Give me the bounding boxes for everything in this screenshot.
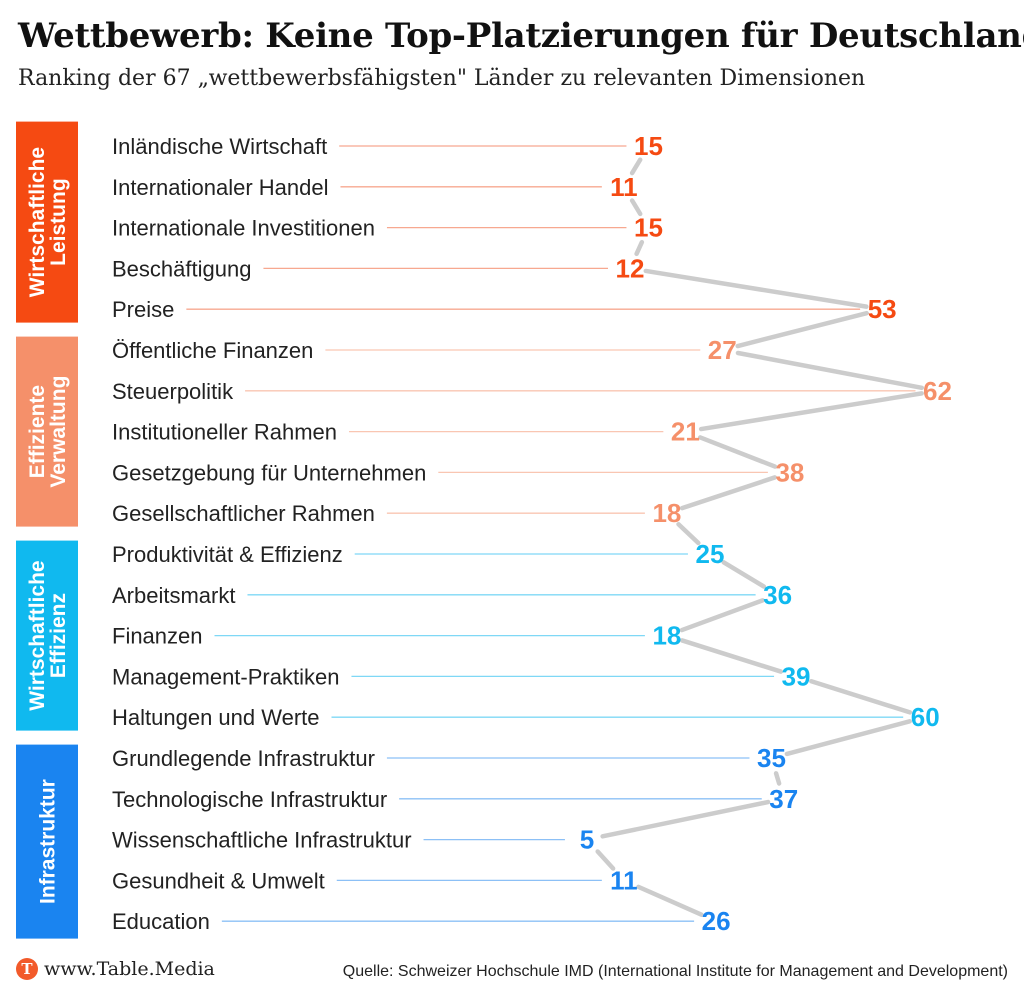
group-label-line: Effizienz [47, 593, 70, 678]
dimension-label: Grundlegende Infrastruktur [112, 746, 375, 771]
dimension-label: Preise [112, 297, 174, 322]
dimension-label: Öffentliche Finanzen [112, 338, 313, 363]
rank-value: 18 [652, 498, 681, 528]
group-label-line: Leistung [47, 178, 70, 266]
rank-value: 11 [610, 865, 638, 895]
rank-value: 15 [634, 131, 663, 161]
group-label-3: Infrastruktur [36, 779, 59, 904]
dimension-label: Haltungen und Werte [112, 705, 320, 730]
connector-segment [735, 350, 925, 391]
connector-layer [595, 157, 925, 917]
rank-value: 25 [695, 539, 724, 569]
rank-value: 15 [634, 213, 663, 243]
dimension-label: Education [112, 909, 210, 934]
dimension-label: Beschäftigung [112, 256, 251, 281]
dimension-label: Gesellschaftlicher Rahmen [112, 501, 375, 526]
dimension-labels: Inländische Wirtschaft Internationaler Ha… [112, 134, 426, 934]
dimension-label: Finanzen [112, 624, 203, 649]
table-media-logo-icon: T [16, 958, 38, 980]
rank-value: 38 [775, 457, 804, 487]
connector-segment [634, 239, 645, 257]
connector-segment [735, 310, 869, 349]
connector-segment [773, 771, 782, 786]
connector-segment [679, 638, 784, 674]
dimension-label: Internationaler Handel [112, 175, 328, 200]
rank-value: 62 [923, 376, 952, 406]
connector-segment [679, 598, 765, 633]
connector-segment [721, 560, 767, 589]
rank-value: 36 [763, 580, 792, 610]
brand-logo[interactable]: T www.Table.Media [16, 958, 215, 980]
group-label-line: Verwaltung [47, 376, 70, 488]
group-label-line: Wirtschaftliche [26, 560, 49, 710]
connector-segment [679, 475, 777, 511]
dimension-label: Wissenschaftliche Infrastruktur [112, 828, 412, 853]
connector-segment [698, 391, 924, 432]
connector-segment [676, 521, 701, 546]
group-band-3 [16, 744, 78, 939]
connector-segment [629, 157, 643, 176]
leader-lines [186, 145, 916, 922]
dimension-label: Institutioneller Rahmen [112, 420, 337, 445]
group-label-1: EffizienteVerwaltung [26, 376, 70, 488]
group-label-2: WirtschaftlicheEffizienz [26, 560, 70, 710]
rank-value: 12 [616, 253, 645, 283]
rank-value: 53 [868, 294, 897, 324]
rank-value: 60 [911, 702, 940, 732]
group-label-line: Infrastruktur [36, 779, 59, 904]
chart-title: Wettbewerb: Keine Top-Platzierungen für … [18, 16, 1024, 56]
group-label-line: Wirtschaftliche [26, 147, 49, 297]
brand-url[interactable]: www.Table.Media [44, 958, 215, 980]
rank-values: 15 11 15 12 53 27 62 21 38 18 25 36 18 39 60 35 37 5 11 26 [580, 131, 952, 936]
rank-value: 5 [580, 825, 594, 855]
rank-value: 39 [782, 661, 811, 691]
dimension-label: Inländische Wirtschaft [112, 134, 327, 159]
dimension-label: Steuerpolitik [112, 379, 234, 404]
dimension-label: Technologische Infrastruktur [112, 787, 387, 812]
dimension-label: Internationale Investitionen [112, 216, 375, 241]
rank-value: 18 [652, 621, 681, 651]
group-bands: WirtschaftlicheLeistungEffizienteVerwalt… [16, 121, 78, 939]
connector-segment [643, 268, 869, 309]
group-band-2 [16, 540, 78, 731]
connector-segment [600, 799, 771, 839]
connector-segment [809, 678, 913, 715]
group-label-line: Effiziente [26, 385, 49, 478]
group-band-0 [16, 121, 78, 323]
connector-segment [784, 719, 912, 757]
connector-segment [698, 435, 778, 469]
dimension-label: Arbeitsmarkt [112, 583, 235, 608]
group-label-0: WirtschaftlicheLeistung [26, 147, 70, 297]
source-note: Quelle: Schweizer Hochschule IMD (Intern… [342, 963, 1008, 980]
rank-value: 27 [708, 335, 737, 365]
rank-value: 21 [671, 417, 700, 447]
rank-value: 26 [702, 906, 731, 936]
connector-segment [629, 198, 643, 217]
rank-value: 35 [757, 743, 786, 773]
connector-segment [595, 849, 616, 871]
chart-subtitle: Ranking der 67 „wettbewerbsfähigsten" Lä… [18, 66, 866, 91]
group-band-1 [16, 336, 78, 527]
rank-value: 37 [769, 784, 798, 814]
connector-segment [636, 884, 704, 917]
dimension-label: Produktivität & Effizienz [112, 542, 343, 567]
dimension-label: Gesetzgebung für Unternehmen [112, 460, 426, 485]
dimension-label: Management-Praktiken [112, 664, 339, 689]
dimension-label: Gesundheit & Umwelt [112, 868, 325, 893]
rank-value: 11 [610, 172, 638, 202]
